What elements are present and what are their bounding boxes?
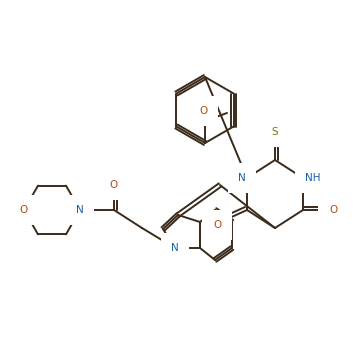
Text: NH: NH [305, 173, 321, 183]
Text: N: N [76, 205, 84, 215]
Text: O: O [199, 106, 207, 116]
Text: O: O [213, 220, 221, 230]
Text: N: N [238, 173, 246, 183]
Text: O: O [110, 180, 118, 190]
Text: O: O [329, 205, 337, 215]
Text: N: N [171, 243, 179, 253]
Text: S: S [272, 127, 278, 137]
Text: O: O [20, 205, 28, 215]
